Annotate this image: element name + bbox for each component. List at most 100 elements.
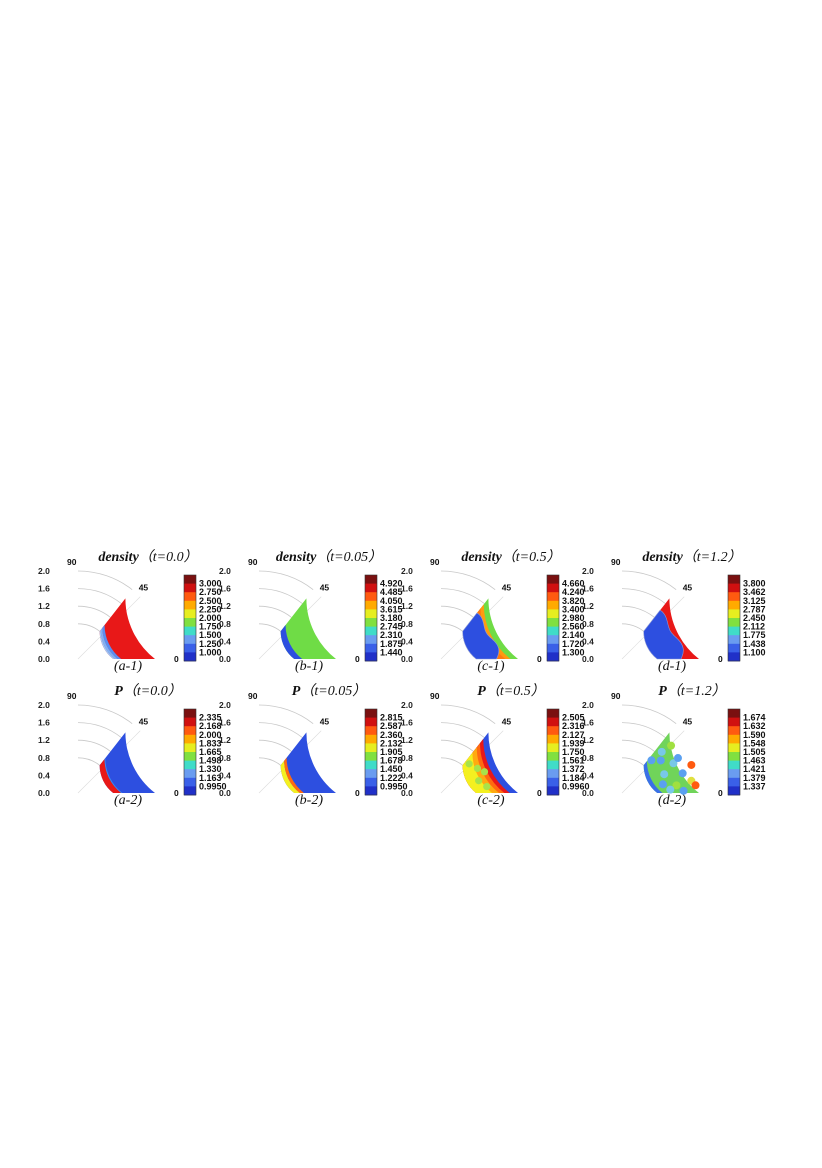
colorbar-tick-label: 2.587 [380, 721, 403, 731]
colorbar-tick-label: 1.775 [743, 630, 766, 640]
colorbar: 2.5052.3162.1271.9391.7501.5611.3721.184… [546, 708, 590, 796]
contour-speckle [660, 770, 669, 779]
polar-grid-arc [258, 704, 314, 724]
angle-label-45: 45 [683, 582, 693, 592]
colorbar-tick-label: 1.379 [743, 773, 766, 783]
colorbar-swatch [547, 609, 559, 619]
polar-grid-arc [440, 739, 474, 752]
colorbar-tick-label: 1.000 [199, 647, 222, 657]
y-tick-label: 2.0 [401, 700, 413, 710]
angle-label-45: 45 [139, 582, 149, 592]
polar-grid-arc [621, 722, 666, 738]
colorbar-swatch [547, 652, 559, 662]
colorbar-swatch [184, 618, 196, 627]
angle-label-45: 45 [502, 716, 512, 726]
colorbar-tick-label: 2.750 [199, 587, 222, 597]
colorbar-tick-label: 2.000 [199, 613, 222, 623]
polar-grid-arc [77, 588, 122, 604]
colorbar-tick-label: 2.980 [562, 613, 585, 623]
colorbar-swatch [547, 643, 559, 653]
y-tick-label: 1.6 [219, 584, 231, 594]
polar-grid-arc [258, 588, 303, 604]
y-tick-label: 0.4 [401, 636, 413, 646]
colorbar-swatch [728, 575, 740, 584]
colorbar-swatch [365, 760, 377, 770]
panel-title-quantity: P [114, 684, 123, 699]
colorbar-swatch [547, 592, 559, 602]
colorbar-swatch [365, 777, 377, 787]
colorbar-tick-label: 3.125 [743, 596, 766, 606]
colorbar-tick-label: 2.132 [380, 738, 403, 748]
angle-label-45: 45 [502, 582, 512, 592]
colorbar-swatch [547, 743, 559, 753]
angle-label-0: 0 [718, 788, 723, 798]
angle-label-45: 45 [139, 716, 149, 726]
angle-label-0: 0 [718, 654, 723, 664]
colorbar-swatch [728, 726, 740, 736]
colorbar-tick-label: 1.674 [743, 713, 766, 723]
angle-label-90: 90 [611, 557, 621, 567]
y-tick-label: 0.4 [38, 770, 50, 780]
colorbar-swatch [365, 717, 377, 727]
y-tick-label: 0.4 [582, 636, 594, 646]
colorbar-swatch [547, 786, 559, 796]
colorbar-tick-label: 1.163 [199, 773, 222, 783]
colorbar: 4.9204.4854.0503.6153.1802.7452.3101.875… [364, 574, 403, 662]
colorbar-swatch [547, 760, 559, 770]
angle-label-45: 45 [683, 716, 693, 726]
colorbar-swatch [184, 600, 196, 610]
colorbar-swatch [547, 600, 559, 610]
colorbar-swatch [184, 734, 196, 744]
colorbar-tick-label: 4.240 [562, 587, 585, 597]
colorbar-tick-label: 2.505 [562, 713, 585, 723]
contour-band-orange [284, 757, 304, 793]
colorbar-tick-label: 1.750 [562, 747, 585, 757]
angle-label-90: 90 [67, 691, 77, 701]
contour-speckle [656, 756, 665, 765]
y-tick-label: 1.2 [401, 601, 413, 611]
colorbar-tick-label: 1.498 [199, 756, 222, 766]
colorbar-tick-label: 0.9960 [562, 781, 590, 791]
contour-band-light [100, 627, 118, 659]
angle-label-90: 90 [430, 557, 440, 567]
contour-speckle [673, 754, 682, 763]
colorbar-swatch [547, 575, 559, 584]
panel-title-time: （t=0.0） [123, 683, 182, 699]
y-tick-label: 1.2 [38, 735, 50, 745]
angle-label-90: 90 [611, 691, 621, 701]
colorbar-swatch [547, 726, 559, 736]
y-tick-label: 0.8 [219, 753, 231, 763]
polar-grid-arc [77, 623, 100, 632]
y-tick-label: 2.0 [582, 700, 594, 710]
y-tick-label: 2.0 [219, 566, 231, 576]
contour-speckle [658, 780, 667, 789]
colorbar-tick-label: 3.400 [562, 604, 585, 614]
colorbar-tick-label: 3.462 [743, 587, 766, 597]
panel-title-time: （t=1.2） [667, 683, 726, 699]
panel-a-2: 2.0 1.6 1.2 0.8 0.4 0.0 90 45 0 P（t=0.0） (a-2) 2.33… [38, 683, 227, 808]
colorbar: 1.6741.6321.5901.5481.5051.4631.4211.379… [727, 708, 766, 796]
colorbar-swatch [365, 583, 377, 593]
polar-grid-arc [621, 588, 666, 604]
colorbar-swatch [365, 600, 377, 610]
colorbar-swatch [547, 717, 559, 727]
contour-speckle [687, 760, 696, 769]
y-tick-label: 0.0 [219, 654, 231, 664]
colorbar-tick-label: 1.590 [743, 730, 766, 740]
colorbar-swatch [728, 717, 740, 727]
colorbar-swatch [728, 752, 740, 761]
panel-title-quantity: P [477, 684, 486, 699]
colorbar-swatch [184, 769, 196, 779]
y-tick-label: 0.4 [219, 770, 231, 780]
colorbar-swatch [184, 609, 196, 619]
polar-grid-arc [258, 570, 314, 590]
y-tick-label: 0.8 [401, 753, 413, 763]
colorbar-swatch [547, 769, 559, 779]
colorbar-tick-label: 1.632 [743, 721, 766, 731]
contour-region-low [462, 612, 500, 660]
colorbar-tick-label: 1.939 [562, 738, 585, 748]
contour-field [280, 732, 336, 793]
polar-grid-arc [77, 739, 111, 752]
contour-field [99, 598, 155, 659]
